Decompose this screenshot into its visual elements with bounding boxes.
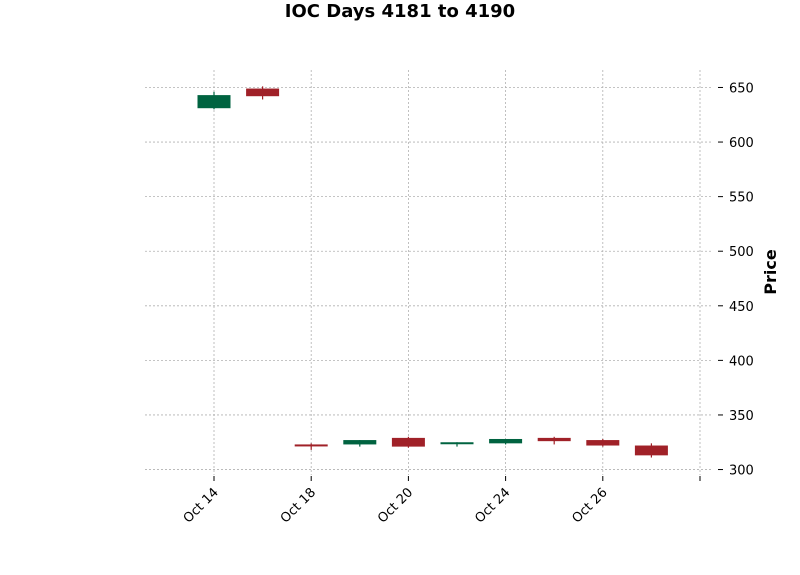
y-tick-label: 600 [729,136,754,151]
x-tick-label: Oct 20 [375,485,416,526]
candle-down [246,88,280,97]
x-tick-label: Oct 26 [570,485,611,526]
candle-up [489,438,523,444]
candle-down [391,437,425,447]
y-tick-label: 500 [729,245,754,260]
y-axis: 300 350 400 450 500 550 600 650 [718,81,754,479]
y-tick-label: 550 [729,191,754,206]
x-tick-label: Oct 24 [472,485,513,526]
y-tick-label: 650 [729,81,754,96]
candle-up [343,440,377,445]
chart-title: IOC Days 4181 to 4190 [285,1,515,22]
y-tick-label: 400 [729,354,754,369]
candle-down [586,440,620,446]
candle-layer [197,86,668,458]
candle-down [294,444,328,447]
candle-up [440,442,474,445]
x-tick-label: Oct 18 [278,485,319,526]
candle-up [197,95,231,109]
grid-layer [145,70,712,475]
y-tick-label: 300 [729,464,754,479]
x-axis: Oct 14 Oct 18 Oct 20 Oct 24 Oct 26 [181,476,701,526]
y-axis-label: Price [761,249,780,295]
candle-down [537,437,571,442]
y-tick-label: 350 [729,409,754,424]
candle-down [634,445,668,456]
x-tick-label: Oct 14 [181,485,222,526]
y-tick-label: 450 [729,300,754,315]
